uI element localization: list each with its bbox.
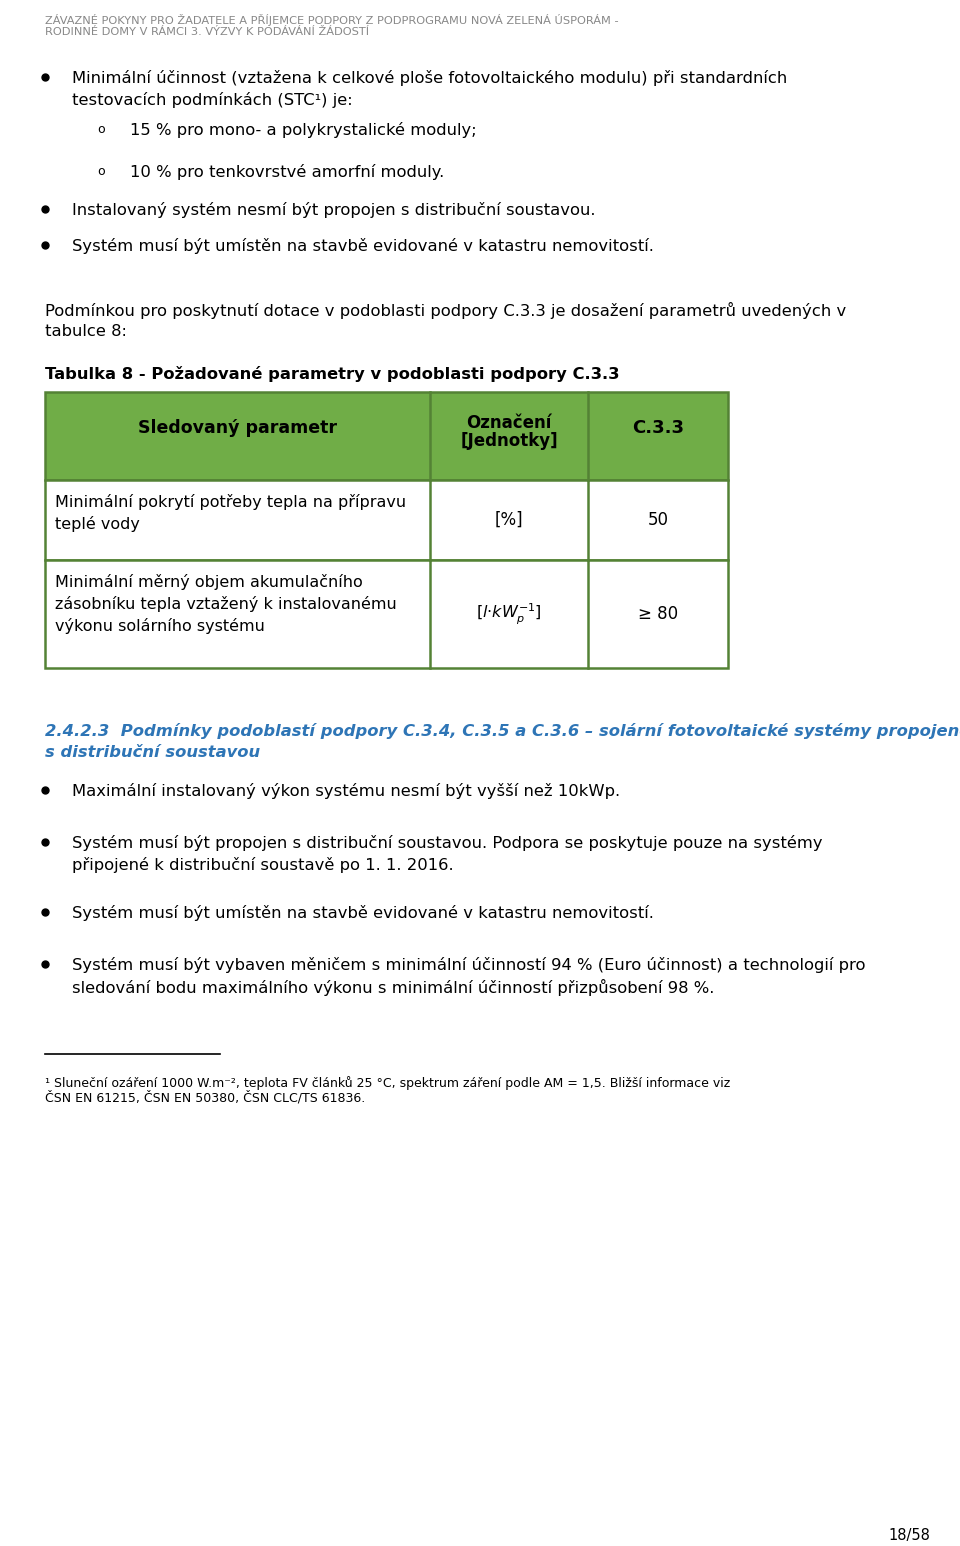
Text: tabulce 8:: tabulce 8: xyxy=(45,325,127,339)
Text: o: o xyxy=(97,165,105,178)
Text: připojené k distribuční soustavě po 1. 1. 2016.: připojené k distribuční soustavě po 1. 1… xyxy=(72,856,454,873)
Text: zásobníku tepla vztažený k instalovanému: zásobníku tepla vztažený k instalovanému xyxy=(55,597,396,612)
Text: 18/58: 18/58 xyxy=(888,1527,930,1543)
Text: o: o xyxy=(97,124,105,136)
Text: Sledovaný parametr: Sledovaný parametr xyxy=(138,419,337,438)
Text: 50: 50 xyxy=(647,512,668,529)
Text: Označení: Označení xyxy=(467,414,552,431)
Text: Podmínkou pro poskytnutí dotace v podoblasti podpory C.3.3 je dosažení parametrů: Podmínkou pro poskytnutí dotace v podobl… xyxy=(45,301,847,318)
Bar xyxy=(45,479,728,560)
Text: ZÁVAZNÉ POKYNY PRO ŽADATELE A PŘÍJEMCE PODPORY Z PODPROGRAMU NOVÁ ZELENÁ ÚSPORÁM: ZÁVAZNÉ POKYNY PRO ŽADATELE A PŘÍJEMCE P… xyxy=(45,14,618,26)
Text: 15 % pro mono- a polykrystalické moduly;: 15 % pro mono- a polykrystalické moduly; xyxy=(130,122,476,138)
Text: Systém musí být propojen s distribuční soustavou. Podpora se poskytuje pouze na : Systém musí být propojen s distribuční s… xyxy=(72,835,823,850)
Text: C.3.3: C.3.3 xyxy=(632,419,684,438)
Text: sledování bodu maximálního výkonu s minimální účinností přizpůsobení 98 %.: sledování bodu maximálního výkonu s mini… xyxy=(72,979,714,996)
Text: s distribuční soustavou: s distribuční soustavou xyxy=(45,745,260,761)
Text: 10 % pro tenkovrstvé amorfní moduly.: 10 % pro tenkovrstvé amorfní moduly. xyxy=(130,164,444,179)
Text: ≥ 80: ≥ 80 xyxy=(638,604,678,623)
Text: 2.4.2.3  Podmínky podoblastí podpory C.3.4, C.3.5 a C.3.6 – solární fotovoltaick: 2.4.2.3 Podmínky podoblastí podpory C.3.… xyxy=(45,724,960,739)
Text: Instalovaný systém nesmí být propojen s distribuční soustavou.: Instalovaný systém nesmí být propojen s … xyxy=(72,203,595,218)
Text: teplé vody: teplé vody xyxy=(55,516,140,532)
Text: $[l{\cdot}kW_p^{-1}]$: $[l{\cdot}kW_p^{-1}]$ xyxy=(476,601,542,626)
Text: Systém musí být vybaven měničem s minimální účinností 94 % (Euro účinnost) a tec: Systém musí být vybaven měničem s minimá… xyxy=(72,957,866,972)
Text: [%]: [%] xyxy=(494,512,523,529)
Bar xyxy=(45,393,728,479)
Text: Systém musí být umístěn na stavbě evidované v katastru nemovitostí.: Systém musí být umístěn na stavbě evidov… xyxy=(72,238,654,254)
Text: Maximální instalovaný výkon systému nesmí být vyšší než 10kWp.: Maximální instalovaný výkon systému nesm… xyxy=(72,782,620,799)
Text: ČSN EN 61215, ČSN EN 50380, ČSN CLC/TS 61836.: ČSN EN 61215, ČSN EN 50380, ČSN CLC/TS 6… xyxy=(45,1091,365,1104)
Text: výkonu solárního systému: výkonu solárního systému xyxy=(55,618,265,634)
Text: Systém musí být umístěn na stavbě evidované v katastru nemovitostí.: Systém musí být umístěn na stavbě evidov… xyxy=(72,904,654,921)
Text: ¹ Sluneční ozáření 1000 W.m⁻², teplota FV článků 25 °C, spektrum záření podle AM: ¹ Sluneční ozáření 1000 W.m⁻², teplota F… xyxy=(45,1076,731,1090)
Text: RODINNÉ DOMY V RÁMCI 3. VÝZVY K PODÁVÁNÍ ŽÁDOSTÍ: RODINNÉ DOMY V RÁMCI 3. VÝZVY K PODÁVÁNÍ… xyxy=(45,26,370,37)
Text: Minimální měrný objem akumulačního: Minimální měrný objem akumulačního xyxy=(55,574,363,591)
Text: Minimální pokrytí potřeby tepla na přípravu: Minimální pokrytí potřeby tepla na přípr… xyxy=(55,495,406,510)
Text: [Jednotky]: [Jednotky] xyxy=(460,431,558,450)
Text: Minimální účinnost (vztažena k celkové ploše fotovoltaického modulu) při standar: Minimální účinnost (vztažena k celkové p… xyxy=(72,70,787,87)
Text: testovacích podmínkách (STC¹) je:: testovacích podmínkách (STC¹) je: xyxy=(72,93,352,108)
Bar xyxy=(45,560,728,668)
Text: Tabulka 8 - Požadované parametry v podoblasti podpory C.3.3: Tabulka 8 - Požadované parametry v podob… xyxy=(45,366,619,382)
